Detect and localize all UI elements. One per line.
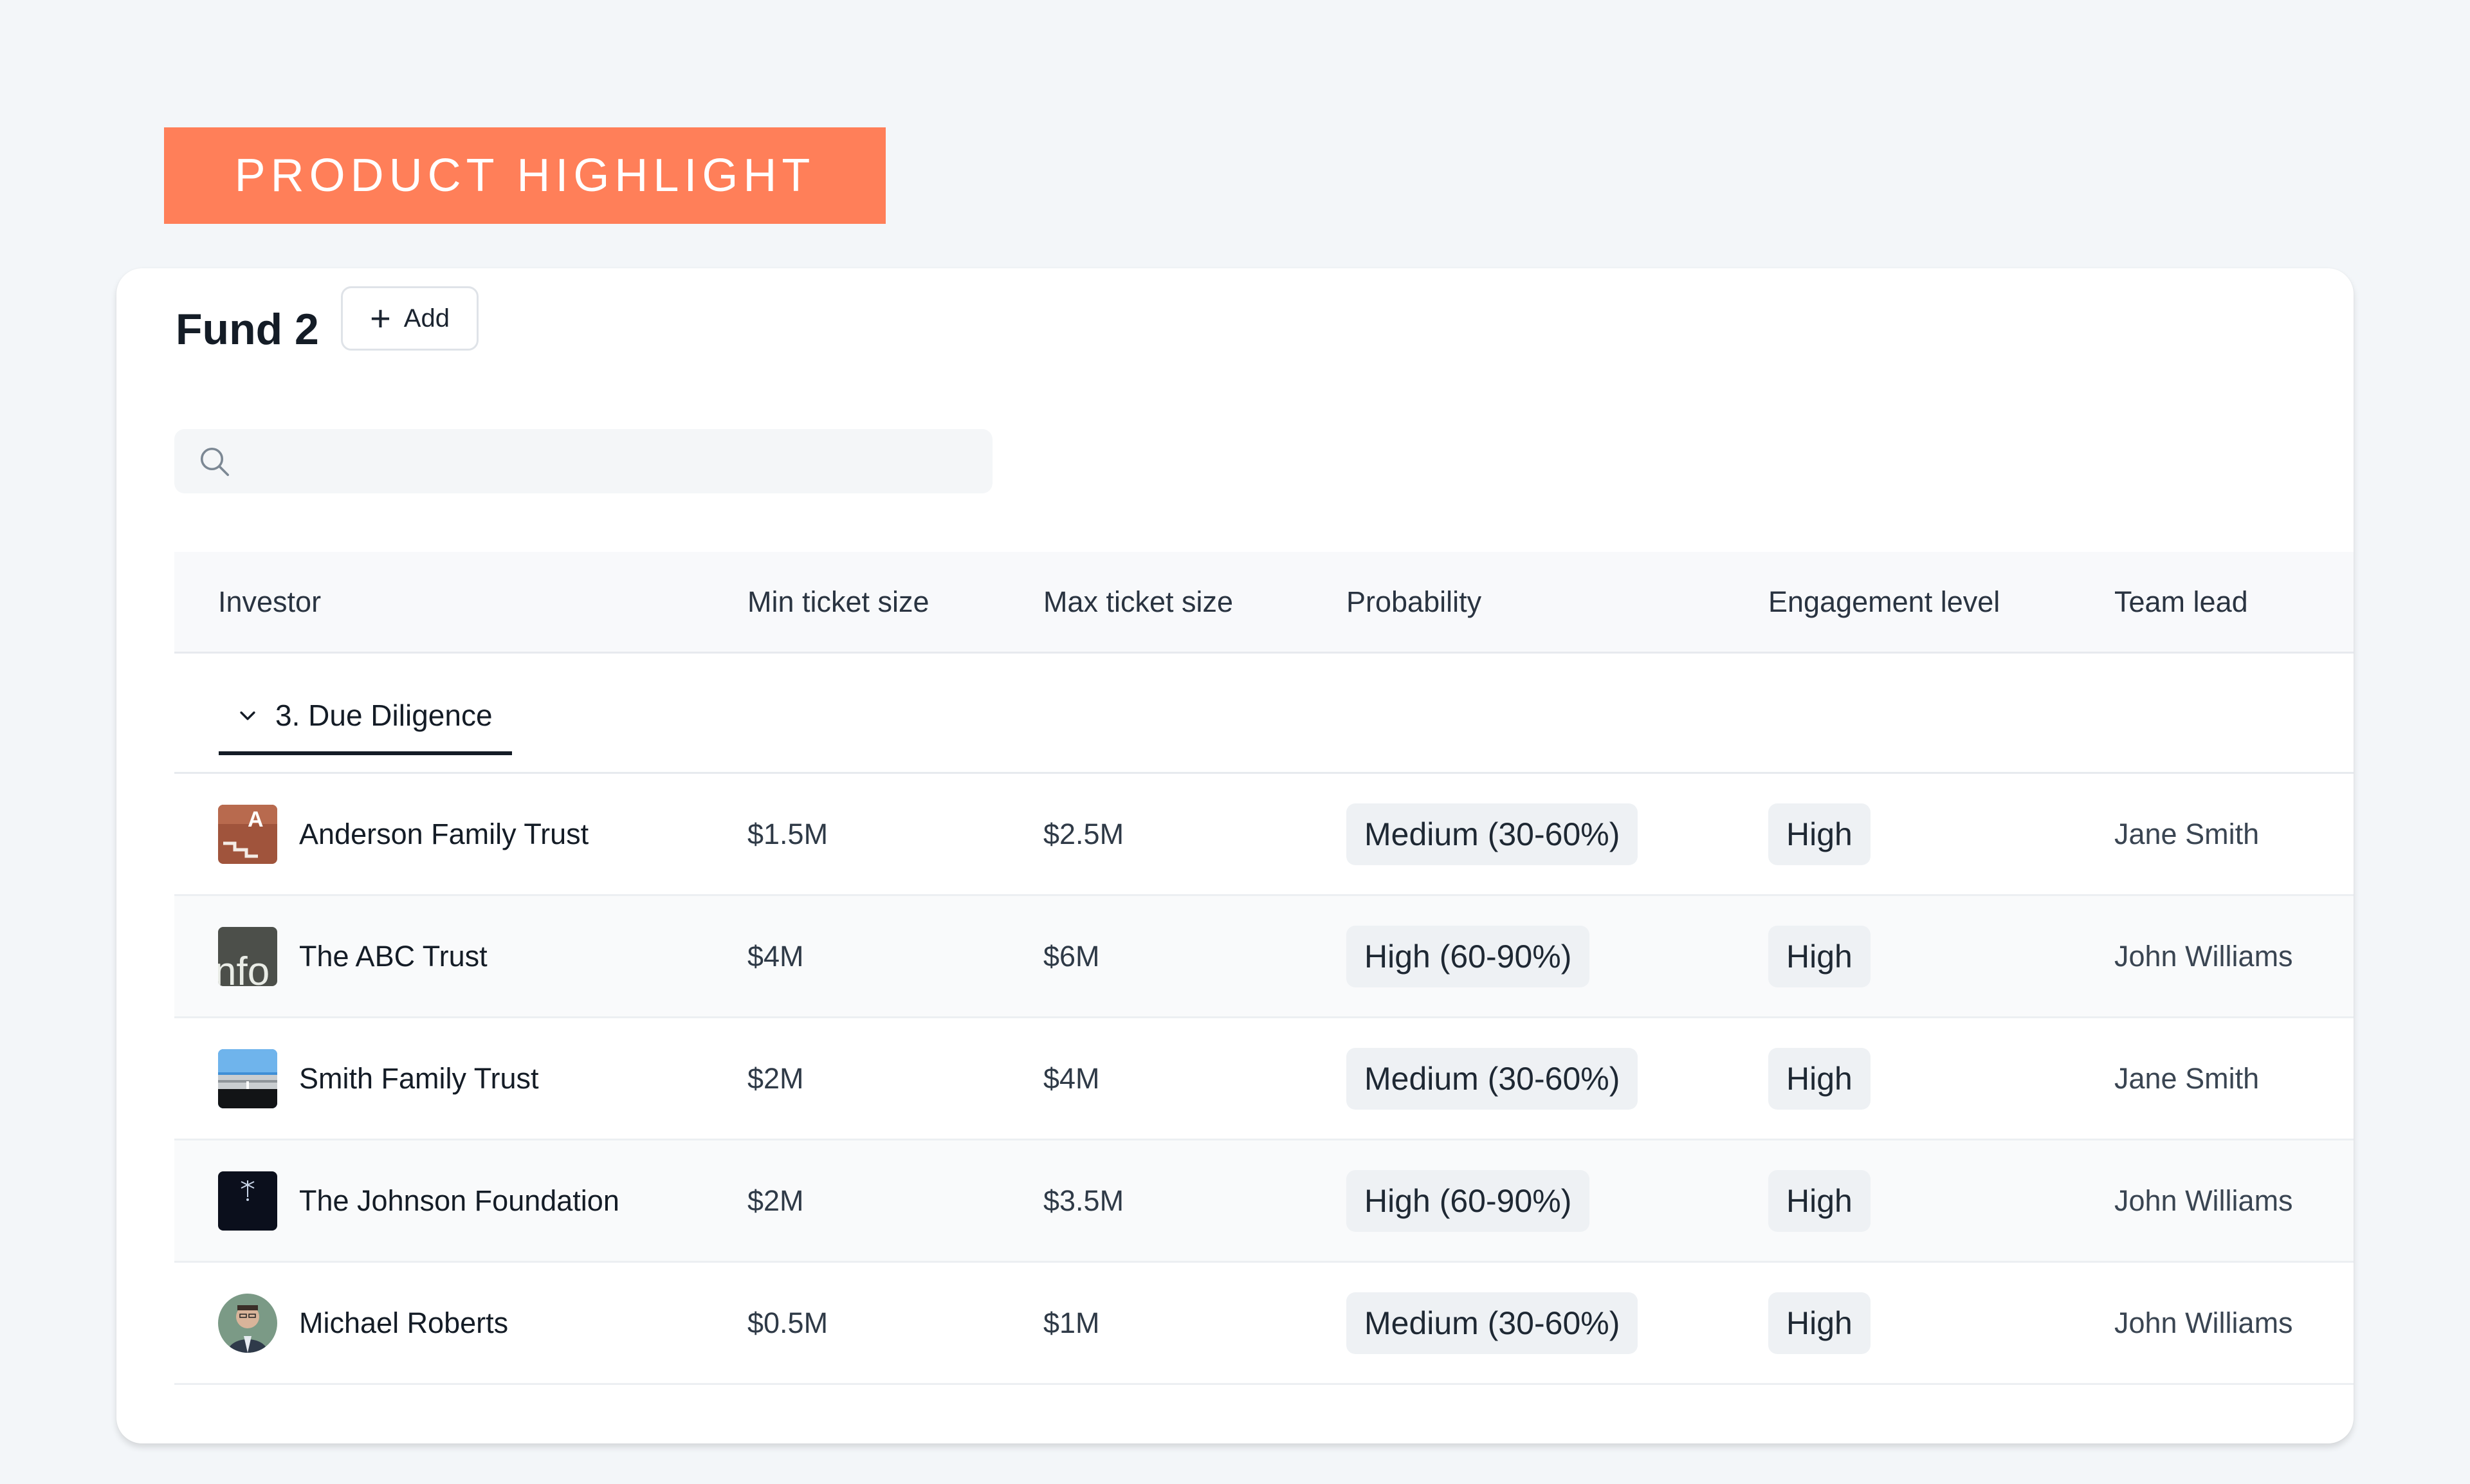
probability-badge[interactable]: High (60-90%): [1346, 925, 1590, 987]
max-ticket-cell: $6M: [1043, 939, 1100, 973]
probability-cell: Medium (30-60%): [1346, 774, 1638, 894]
add-button[interactable]: + Add: [341, 286, 479, 351]
team-lead-cell: John Williams: [2114, 1306, 2293, 1339]
min-ticket-cell: $0.5M: [747, 1306, 828, 1339]
engagement-badge[interactable]: High: [1768, 925, 1871, 987]
info-sign-image-icon: nfo: [218, 926, 277, 986]
table-row[interactable]: The Johnson Foundation $2M $3.5M High (6…: [174, 1140, 2354, 1263]
investor-name[interactable]: Anderson Family Trust: [299, 817, 589, 850]
team-lead-cell: Jane Smith: [2114, 1061, 2260, 1095]
column-header-min-ticket[interactable]: Min ticket size: [747, 585, 929, 618]
max-ticket-cell: $3.5M: [1043, 1184, 1124, 1217]
min-ticket-cell: $2M: [747, 1061, 804, 1095]
probability-cell: Medium (30-60%): [1346, 1018, 1638, 1139]
group-toggle-due-diligence[interactable]: 3. Due Diligence: [219, 679, 512, 755]
probability-badge[interactable]: Medium (30-60%): [1346, 1292, 1638, 1354]
investor-name[interactable]: The Johnson Foundation: [299, 1184, 619, 1217]
investor-cell: nfo The ABC Trust: [218, 896, 488, 1016]
investor-cell: Michael Roberts: [218, 1263, 508, 1383]
engagement-cell: High: [1768, 1018, 1871, 1139]
max-ticket-cell: $1M: [1043, 1306, 1100, 1339]
building-photo-icon: [218, 1049, 277, 1108]
engagement-badge[interactable]: High: [1768, 1292, 1871, 1354]
group-label: 3. Due Diligence: [275, 699, 493, 732]
chevron-down-icon: [240, 711, 255, 720]
fund-card: Fund 2 + Add Investor Min ticket size Ma…: [116, 268, 2354, 1443]
probability-cell: Medium (30-60%): [1346, 1263, 1638, 1383]
engagement-badge[interactable]: High: [1768, 1169, 1871, 1232]
investor-name[interactable]: The ABC Trust: [299, 939, 488, 973]
investor-cell: A Anderson Family Trust: [218, 774, 589, 894]
investor-cell: The Johnson Foundation: [218, 1140, 619, 1261]
min-ticket-cell: $4M: [747, 939, 804, 973]
column-header-team-lead[interactable]: Team lead: [2114, 585, 2248, 618]
probability-cell: High (60-90%): [1346, 1140, 1590, 1261]
stairs-logo-icon: A: [218, 804, 277, 864]
max-ticket-cell: $2.5M: [1043, 817, 1124, 850]
investor-name[interactable]: Smith Family Trust: [299, 1061, 539, 1095]
investor-name[interactable]: Michael Roberts: [299, 1306, 509, 1339]
search-input[interactable]: [174, 429, 993, 493]
column-header-engagement[interactable]: Engagement level: [1768, 585, 2000, 618]
probability-cell: High (60-90%): [1346, 896, 1590, 1016]
engagement-badge[interactable]: High: [1768, 1047, 1871, 1110]
column-header-max-ticket[interactable]: Max ticket size: [1043, 585, 1234, 618]
banner-label: PRODUCT HIGHLIGHT: [234, 150, 816, 201]
svg-text:nfo: nfo: [218, 949, 270, 986]
column-header-probability[interactable]: Probability: [1346, 585, 1482, 618]
table-row[interactable]: Michael Roberts $0.5M $1M Medium (30-60%…: [174, 1263, 2354, 1385]
table-row[interactable]: A Anderson Family Trust $1.5M $2.5M Medi…: [174, 774, 2354, 896]
engagement-badge[interactable]: High: [1768, 803, 1871, 865]
product-highlight-banner: PRODUCT HIGHLIGHT: [164, 127, 886, 224]
group-header: 3. Due Diligence: [174, 654, 2354, 774]
team-lead-cell: John Williams: [2114, 939, 2293, 973]
table-row[interactable]: nfo The ABC Trust $4M $6M High (60-90%) …: [174, 896, 2354, 1018]
engagement-cell: High: [1768, 1263, 1871, 1383]
table-row[interactable]: Smith Family Trust $2M $4M Medium (30-60…: [174, 1018, 2354, 1140]
dark-tree-image-icon: [218, 1171, 277, 1231]
column-header-investor[interactable]: Investor: [218, 585, 322, 618]
table-header: Investor Min ticket size Max ticket size…: [174, 552, 2354, 654]
probability-badge[interactable]: Medium (30-60%): [1346, 1047, 1638, 1110]
engagement-cell: High: [1768, 1140, 1871, 1261]
max-ticket-cell: $4M: [1043, 1061, 1100, 1095]
engagement-cell: High: [1768, 896, 1871, 1016]
plus-icon: +: [370, 298, 391, 338]
person-photo-icon: [218, 1293, 277, 1353]
page-title: Fund 2: [176, 305, 319, 354]
svg-text:A: A: [248, 807, 264, 832]
investor-cell: Smith Family Trust: [218, 1018, 539, 1139]
add-button-label: Add: [403, 304, 450, 333]
min-ticket-cell: $1.5M: [747, 817, 828, 850]
probability-badge[interactable]: Medium (30-60%): [1346, 803, 1638, 865]
min-ticket-cell: $2M: [747, 1184, 804, 1217]
search-icon: [200, 447, 230, 477]
team-lead-cell: John Williams: [2114, 1184, 2293, 1217]
team-lead-cell: Jane Smith: [2114, 817, 2260, 850]
engagement-cell: High: [1768, 774, 1871, 894]
probability-badge[interactable]: High (60-90%): [1346, 1169, 1590, 1232]
